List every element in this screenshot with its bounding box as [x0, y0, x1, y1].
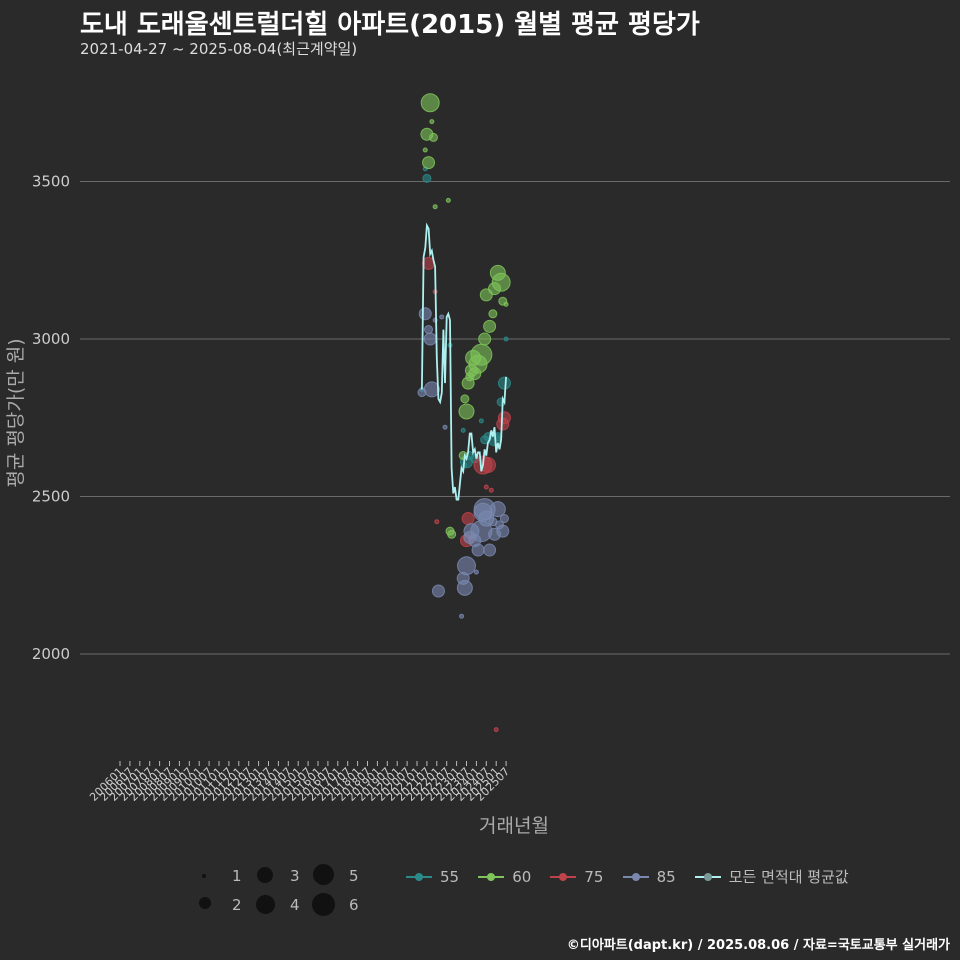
point-85-202306	[456, 579, 473, 596]
point-60-202404	[470, 343, 493, 366]
y-axis-label: 평균 평당가(만 원)	[5, 338, 27, 487]
legend-item-75: 75	[550, 868, 603, 886]
source-caption: ©디아파트(dapt.kr) / 2025.08.06 / 자료=국토교통부 실…	[566, 938, 950, 953]
point-60-202110	[429, 119, 435, 125]
point-75-202308	[461, 512, 475, 526]
legend-key-60	[478, 870, 505, 884]
legend-key-55	[406, 870, 432, 884]
point-60-202111	[429, 132, 438, 142]
point-60-202411	[488, 309, 498, 319]
point-75-202501	[493, 727, 499, 733]
point-85-202110	[423, 381, 440, 398]
point-60-202306	[460, 394, 470, 404]
size-legend-item-1	[202, 874, 206, 878]
size-legend-item-5	[313, 864, 334, 885]
size-legend-label-2: 2	[232, 896, 242, 914]
y-tick-label-2000: 2000	[32, 645, 70, 663]
point-85-202506	[499, 514, 509, 524]
y-tick-labels: 2000 2500 3000 3500	[32, 173, 70, 664]
point-60-202406	[478, 332, 492, 346]
point-55-202404	[478, 418, 484, 424]
point-60-202106	[422, 147, 428, 153]
point-75-202410	[488, 487, 494, 493]
legend-item-85: 85	[622, 867, 676, 886]
size-legend-label-4: 4	[290, 896, 300, 914]
series-85	[417, 307, 510, 619]
y-tick-label-2500: 2500	[32, 488, 70, 506]
point-85-202401	[473, 569, 479, 575]
point-85-202505	[496, 524, 510, 538]
x-axis-label: 거래년월	[479, 815, 549, 837]
point-75-202201	[434, 519, 440, 525]
point-85-202206	[442, 424, 448, 430]
grid-layer	[80, 181, 950, 655]
legend-key-85	[622, 870, 649, 884]
point-60-202112	[432, 204, 438, 210]
chart-subtitle: 2021-04-27 ~ 2025-08-04(최근계약일)	[80, 40, 358, 58]
point-55-202507	[503, 336, 509, 342]
point-85-202204	[439, 314, 445, 320]
point-60-202504	[491, 272, 511, 292]
legend-item-60: 60	[478, 868, 531, 886]
legend-label-75: 75	[584, 867, 604, 886]
point-75-202506	[497, 411, 511, 425]
size-legend-label-1: 1	[232, 867, 242, 885]
x-tick-labels: 2006012006072007012007072008012008072009…	[87, 761, 512, 804]
size-legend-label-5: 5	[349, 867, 359, 885]
point-60-202507	[503, 301, 509, 307]
size-legend-item-6	[312, 893, 335, 916]
point-55-202305	[460, 427, 466, 433]
legend-key-75	[550, 870, 577, 884]
average-line	[421, 222, 507, 501]
size-legend-item-3	[257, 867, 273, 883]
series-60	[420, 93, 511, 539]
point-85-202304	[459, 613, 465, 619]
point-85-202307	[457, 556, 476, 576]
chart-title: 도내 도래울센트럴더힐 아파트(2015) 월별 평균 평당가	[80, 10, 700, 40]
point-85-202409	[483, 543, 497, 557]
legend-label-average: 모든 면적대 평균값	[728, 868, 849, 886]
points-layer	[417, 93, 511, 733]
point-60-202208	[445, 197, 451, 203]
point-60-202409	[483, 319, 497, 333]
point-55-202506	[497, 376, 511, 390]
point-60-202108	[422, 156, 436, 170]
point-60-202109	[420, 93, 440, 113]
size-legend-item-2	[199, 897, 211, 909]
legend-label-85: 85	[656, 867, 676, 886]
point-85-202202	[431, 584, 445, 598]
line-layer	[421, 222, 507, 501]
legend-item-55: 55	[406, 868, 459, 886]
point-85-202108	[424, 325, 434, 335]
legend-key-average	[694, 870, 721, 884]
legend-label-60: 60	[512, 867, 532, 886]
y-tick-label-3500: 3500	[32, 173, 70, 191]
point-85-202402	[471, 543, 485, 557]
legend-label-55: 55	[440, 867, 460, 886]
size-legend-label-3: 3	[290, 867, 300, 885]
series-legend: 55 60 75 85 모든 면적대 평균값	[406, 866, 863, 890]
point-75-202407	[483, 484, 489, 490]
legend-item-average: 모든 면적대 평균값	[694, 866, 849, 887]
point-60-202307	[458, 403, 475, 420]
point-85-202106	[418, 307, 432, 321]
point-85-202502	[489, 501, 506, 518]
size-legend: 1 2 3 4 5 6	[196, 864, 376, 918]
size-legend-item-4	[256, 895, 275, 914]
point-55-202107	[422, 173, 432, 183]
point-60-202210	[447, 529, 457, 539]
y-tick-label-3000: 3000	[32, 330, 70, 348]
point-85-202109	[423, 332, 437, 346]
size-legend-label-6: 6	[349, 896, 359, 914]
